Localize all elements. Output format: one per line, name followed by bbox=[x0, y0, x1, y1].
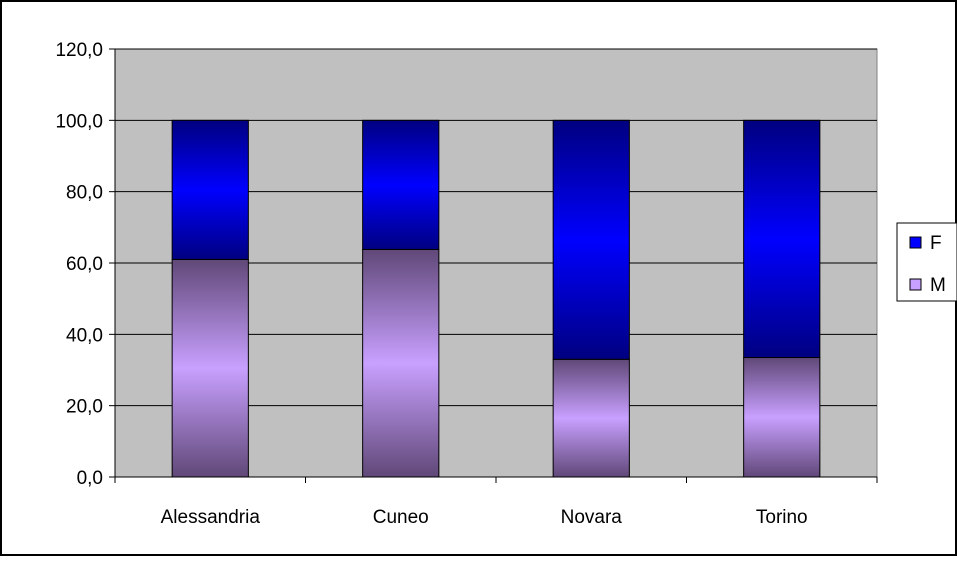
bar-m-cuneo bbox=[362, 248, 440, 478]
legend: F M bbox=[896, 222, 957, 302]
legend-label-f: F bbox=[930, 233, 942, 254]
bars bbox=[171, 119, 821, 478]
x-tick-label: Novara bbox=[561, 507, 623, 528]
bar-f-torino bbox=[743, 119, 821, 359]
bar-f-novara bbox=[552, 119, 630, 360]
y-tick-label: 80,0 bbox=[66, 183, 103, 204]
x-tick-label: Cuneo bbox=[373, 507, 429, 528]
y-tick-label: 0,0 bbox=[77, 468, 103, 489]
bar-m-torino bbox=[743, 357, 821, 478]
bar-m-novara bbox=[552, 358, 630, 478]
legend-swatch-f bbox=[909, 236, 922, 249]
y-tick-label: 20,0 bbox=[66, 397, 103, 418]
x-tick-label: Alessandria bbox=[161, 507, 261, 528]
legend-swatch-m bbox=[909, 278, 922, 291]
bar-m-alessandria bbox=[171, 258, 249, 478]
x-tick-label: Torino bbox=[756, 507, 808, 528]
axes bbox=[109, 48, 878, 483]
legend-box bbox=[896, 222, 957, 302]
y-tick-labels: 0,0 20,0 40,0 60,0 80,0 100,0 120,0 bbox=[55, 40, 103, 489]
y-tick-label: 100,0 bbox=[55, 111, 103, 132]
bar-f-alessandria bbox=[171, 119, 249, 260]
y-tick-label: 120,0 bbox=[55, 40, 103, 61]
y-tick-label: 40,0 bbox=[66, 325, 103, 346]
legend-label-m: M bbox=[930, 275, 946, 296]
x-tick-labels: Alessandria Cuneo Novara Torino bbox=[161, 507, 808, 528]
bar-f-cuneo bbox=[362, 119, 440, 250]
y-tick-label: 60,0 bbox=[66, 254, 103, 275]
